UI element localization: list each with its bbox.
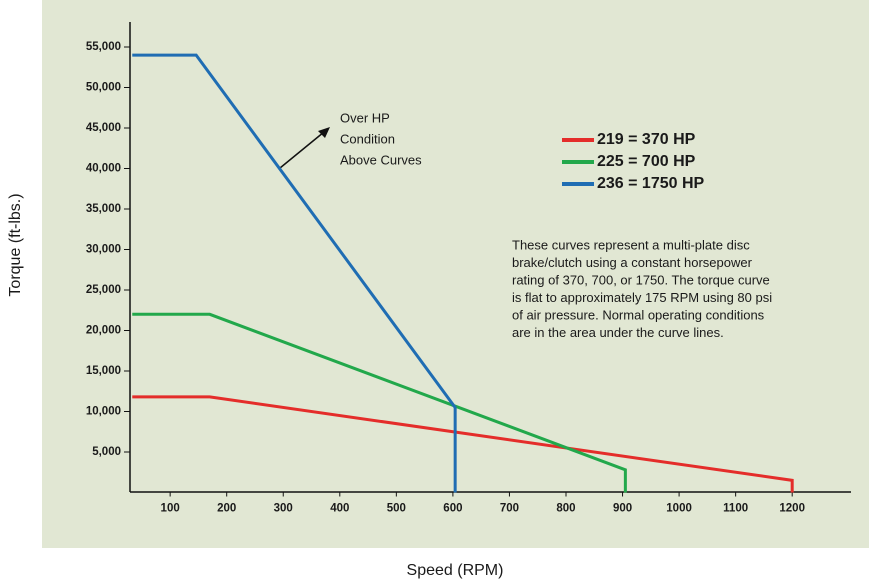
y-tick-label: 15,000 [86, 365, 121, 377]
y-tick-label: 5,000 [92, 446, 121, 458]
annotation: Above Curves [340, 152, 422, 167]
y-tick-label: 45,000 [86, 122, 121, 134]
y-tick-label: 30,000 [86, 244, 121, 256]
y-tick-label: 35,000 [86, 203, 121, 215]
series-line [132, 53, 457, 493]
series-line [132, 395, 794, 493]
x-tick-label: 900 [613, 503, 632, 515]
note-line: of air pressure. Normal operating condit… [512, 307, 765, 322]
y-tick-label: 50,000 [86, 82, 121, 94]
annotation: Condition [340, 131, 395, 146]
x-tick-label: 1200 [779, 503, 805, 515]
y-tick-label: 10,000 [86, 406, 121, 418]
y-tick-label: 40,000 [86, 163, 121, 175]
y-tick-label: 25,000 [86, 284, 121, 296]
x-tick-label: 300 [274, 503, 293, 515]
x-tick-label: 600 [443, 503, 462, 515]
x-tick-label: 200 [217, 503, 236, 515]
annotation: Over HP [340, 110, 390, 125]
y-tick-label: 55,000 [86, 41, 121, 53]
note-line: These curves represent a multi-plate dis… [512, 237, 750, 252]
note-line: is flat to approximately 175 RPM using 8… [512, 290, 772, 305]
y-tick-label: 20,000 [86, 325, 121, 337]
x-tick-label: 1000 [666, 503, 692, 515]
x-axis-label: Speed (RPM) [407, 562, 504, 579]
note-line: are in the area under the curve lines. [512, 325, 724, 340]
x-tick-label: 400 [330, 503, 349, 515]
x-tick-label: 100 [161, 503, 180, 515]
x-tick-label: 800 [556, 503, 575, 515]
note-line: brake/clutch using a constant horsepower [512, 255, 753, 270]
annotation-arrow [279, 131, 325, 169]
x-tick-label: 1100 [723, 503, 748, 515]
legend-label: 219 = 370 HP [597, 131, 696, 148]
series-line [132, 312, 627, 493]
x-tick-label: 700 [500, 503, 519, 515]
note-line: rating of 370, 700, or 1750. The torque … [512, 272, 770, 287]
legend-label: 225 = 700 HP [597, 153, 696, 170]
x-tick-label: 500 [387, 503, 406, 515]
legend-label: 236 = 1750 HP [597, 175, 705, 192]
y-axis-label: Torque (ft-lbs.) [7, 193, 24, 296]
arrow-head [318, 127, 330, 138]
